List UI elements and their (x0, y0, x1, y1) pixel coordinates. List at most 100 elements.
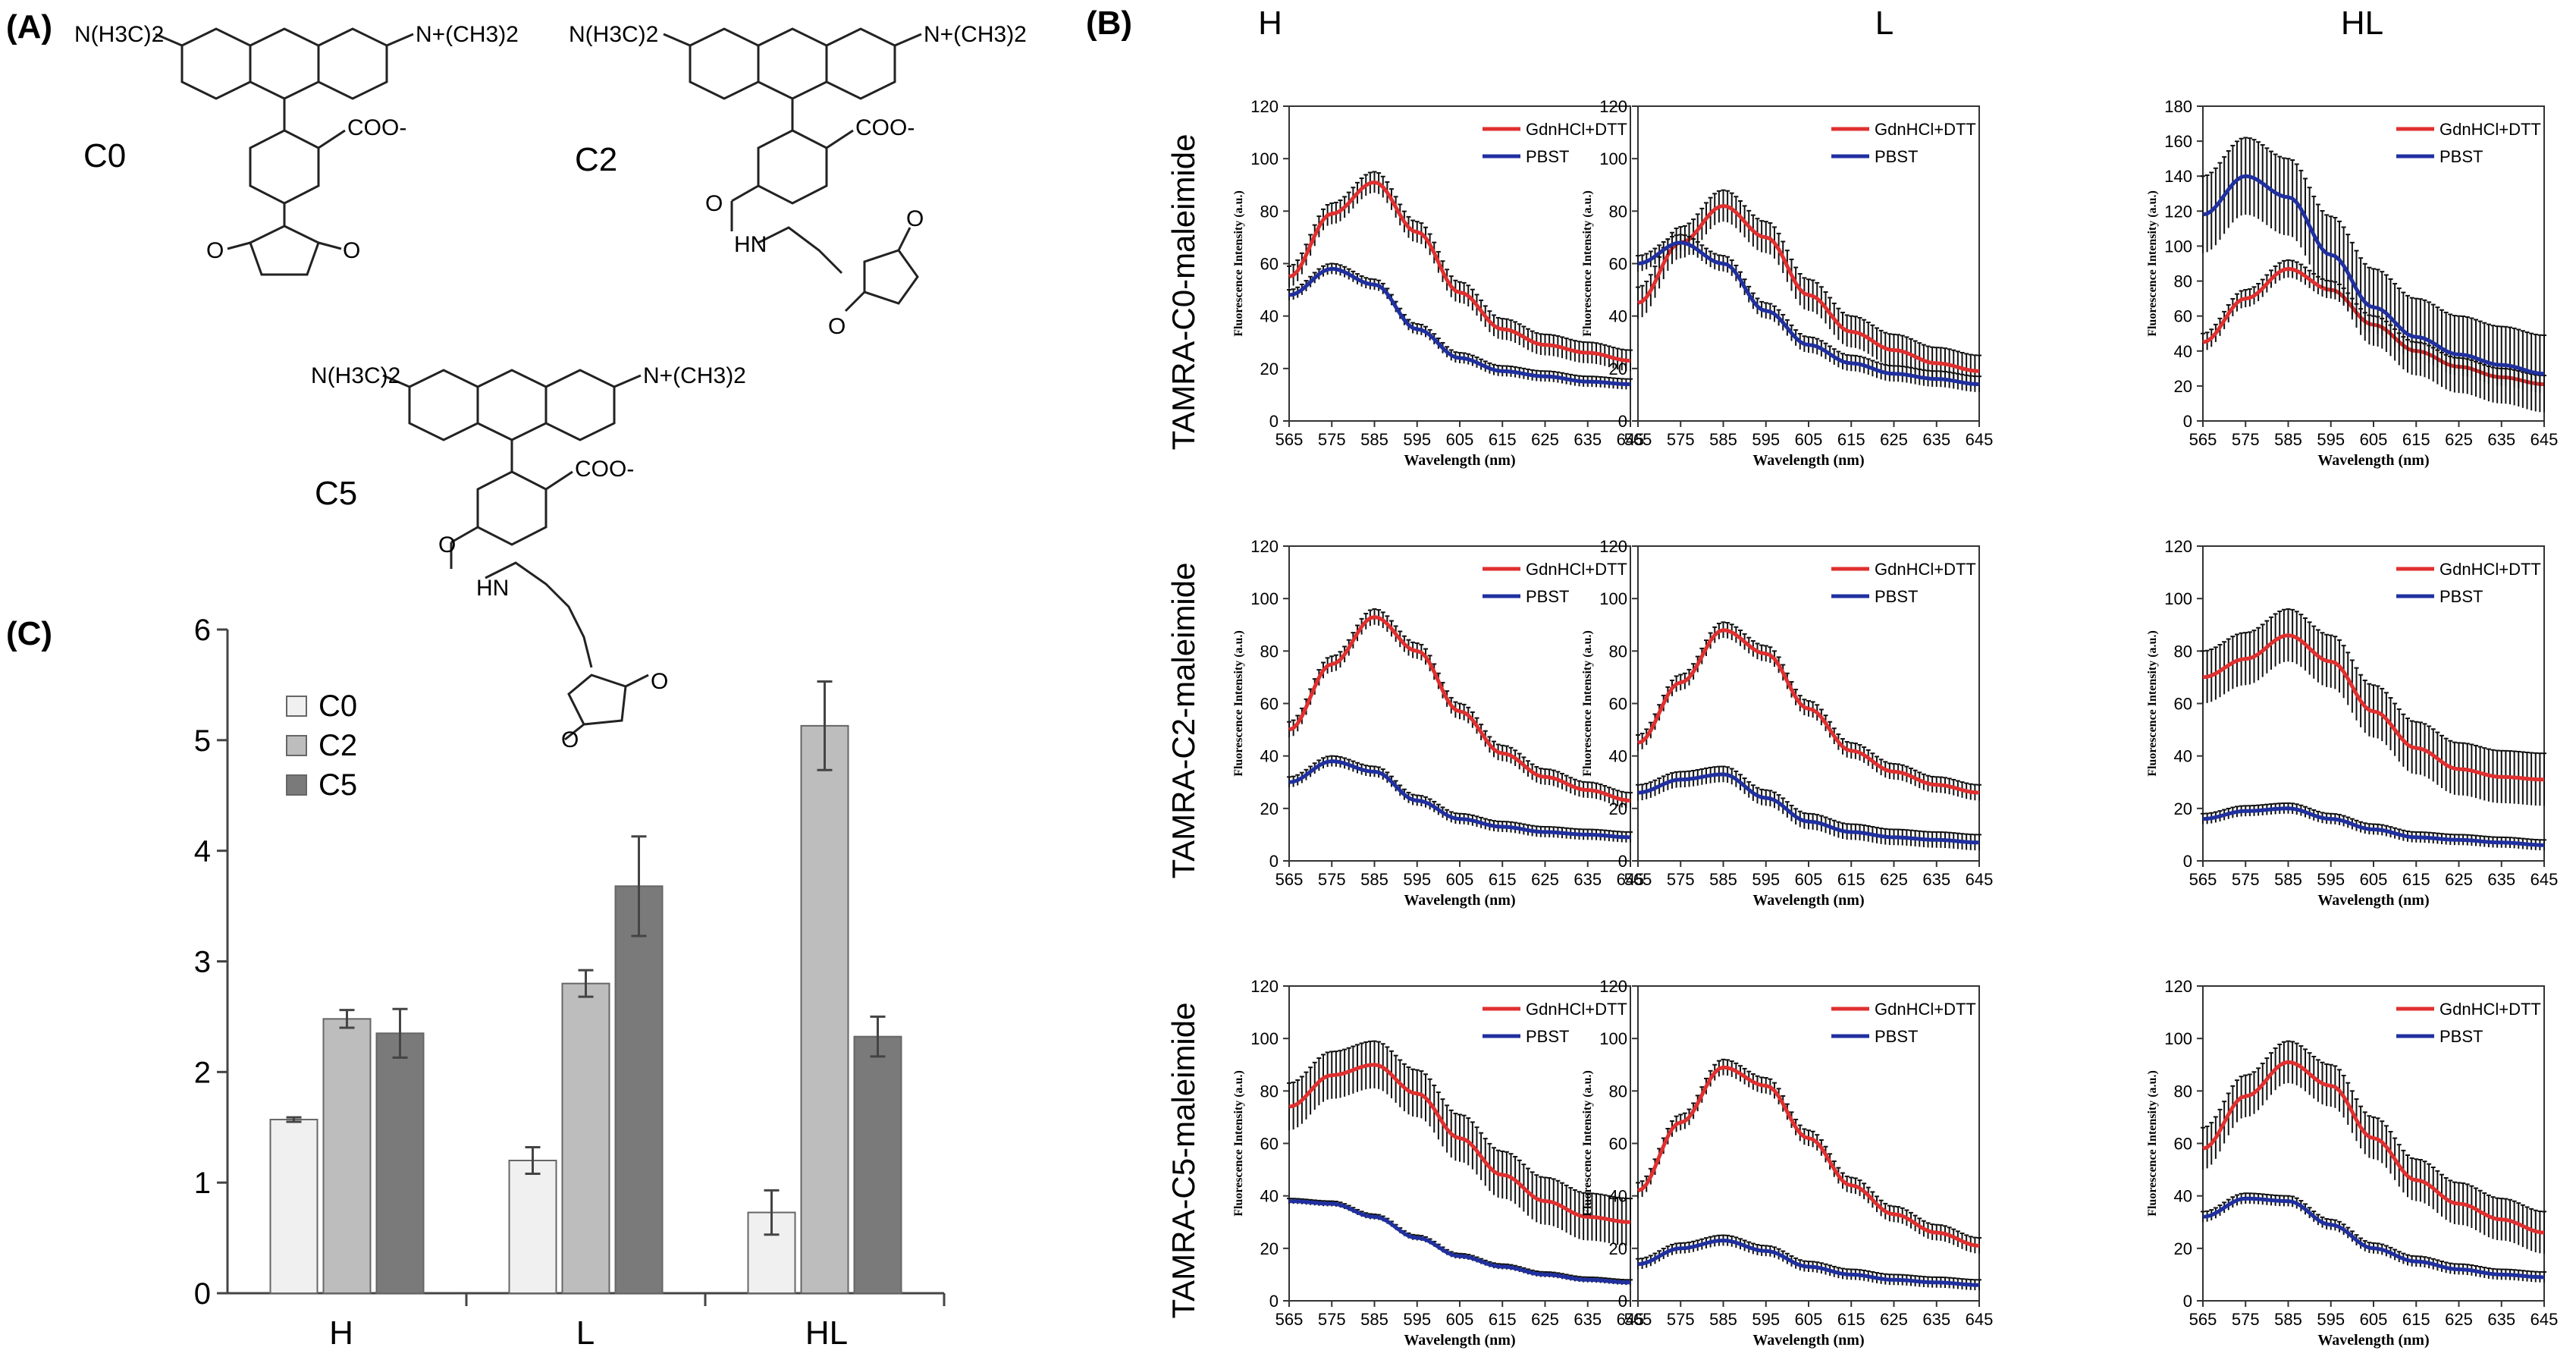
c0-xanthene-left-ring (180, 27, 252, 100)
x-tick-label-r1c0-4: 605 (1446, 870, 1474, 889)
x-tick-label-r1c1-2: 585 (1709, 870, 1737, 889)
x-axis-label-r1c2: Wavelength (nm) (2317, 892, 2429, 909)
errbars-r2c2-0 (2201, 1040, 2546, 1254)
c0-right-amine-bond (386, 33, 414, 47)
x-tick-label-r1c2-8: 645 (2531, 870, 2559, 889)
c0-left-amine-bond (155, 33, 183, 47)
spectrum-plot-r2c0: 0 20 40 60 80 100 120 565 575 585 595 605 615 625 635 6… (1232, 977, 1644, 1349)
legend-label-r0c1-1: PBST (1875, 147, 1918, 166)
y-tick-label-r1c2-1: 20 (2174, 799, 2192, 818)
x-tick-label-r2c0-2: 585 (1360, 1310, 1388, 1329)
c5-maleimide-o-bottom: O (561, 727, 579, 752)
x-axis-label-r0c1: Wavelength (nm) (1752, 452, 1864, 469)
c5-left-group: N(H3C)2 (311, 363, 400, 388)
bar-y-tick-label-4: 4 (194, 835, 211, 868)
c5-carbonyl-bottom (564, 723, 585, 741)
bar-cat-label-1: L (576, 1314, 595, 1352)
c2-right-group: N+(CH3)2 (924, 22, 1027, 47)
legend-label-r0c0-0: GdnHCl+DTT (1526, 120, 1627, 139)
x-tick-label-r2c1-6: 625 (1880, 1310, 1908, 1329)
y-tick-label-r0c2-2: 40 (2174, 342, 2192, 361)
col-header-2: HL (2341, 5, 2383, 42)
y-tick-label-r0c1-0: 0 (1618, 412, 1627, 431)
spectrum-plot-r2c1: 0 20 40 60 80 100 120 565 575 585 595 605 615 625 635 6… (1581, 977, 1993, 1349)
c2-acid: COO- (855, 115, 915, 140)
c2-amine: HN (734, 232, 767, 257)
legend-label-r2c0-1: PBST (1526, 1027, 1569, 1046)
c0-carbonyl-right (318, 241, 342, 250)
legend-label-r1c1-0: GdnHCl+DTT (1875, 560, 1976, 579)
y-tick-label-r2c0-3: 60 (1260, 1135, 1279, 1154)
errbars-r0c1-1 (1636, 234, 1981, 392)
legend-label-r2c2-0: GdnHCl+DTT (2440, 1000, 2541, 1019)
y-tick-label-r1c0-1: 20 (1260, 799, 1279, 818)
bar-cat-label-0: H (329, 1314, 353, 1352)
c5-name: C5 (315, 475, 357, 512)
c2-amide-bond (731, 184, 759, 203)
y-tick-label-r1c1-0: 0 (1618, 852, 1627, 871)
curve-r2c1-GdnHCl+DTT (1637, 1065, 1980, 1248)
y-tick-label-r1c1-4: 80 (1609, 642, 1627, 661)
y-tick-label-r2c1-6: 120 (1599, 977, 1627, 996)
c0-maleimide-ring (249, 225, 320, 276)
panel-a-label: (A) (6, 8, 52, 46)
c0-xanthene-middle-ring (249, 27, 320, 100)
legend-swatch-c0 (286, 696, 307, 717)
c0-name: C0 (83, 137, 126, 174)
bar-cat-label-2: HL (805, 1314, 848, 1352)
x-tick-label-r1c1-1: 575 (1667, 870, 1695, 889)
legend-label-c2: C2 (318, 729, 357, 762)
y-tick-label-r1c0-4: 80 (1260, 642, 1279, 661)
spectrum-plot-r0c1: 0 20 40 60 80 100 120 565 575 585 595 605 615 625 635 6… (1581, 97, 1993, 469)
y-tick-label-r2c2-1: 20 (2174, 1239, 2192, 1258)
c5-carbonyl-top (625, 674, 649, 688)
bar-chart: H L HL C0 C2 C5 0 1 2 3 4 5 6 (194, 614, 946, 1352)
y-tick-label-r0c2-5: 100 (2164, 237, 2192, 256)
y-tick-label-r2c0-2: 40 (1260, 1187, 1279, 1206)
panel-c-label: (C) (6, 615, 52, 652)
c5-amide-o: O (438, 532, 456, 557)
x-tick-label-r1c2-1: 575 (2232, 870, 2260, 889)
bar-y-tick-label-0: 0 (194, 1277, 211, 1311)
x-tick-label-r1c0-7: 635 (1574, 870, 1602, 889)
x-tick-label-r0c2-8: 645 (2531, 430, 2559, 449)
c5-right-amine-bond (613, 374, 642, 388)
c2-maleimide-ring (863, 249, 919, 305)
x-tick-label-r0c0-2: 585 (1360, 430, 1388, 449)
y-tick-label-r0c1-6: 120 (1599, 97, 1627, 116)
x-axis-label-r1c0: Wavelength (nm) (1404, 892, 1515, 909)
x-tick-label-r0c2-5: 615 (2402, 430, 2430, 449)
x-tick-label-r1c0-1: 575 (1318, 870, 1346, 889)
y-tick-label-r2c0-1: 20 (1260, 1239, 1279, 1258)
x-tick-label-r2c1-3: 595 (1752, 1310, 1780, 1329)
c2-maleimide-o-bottom: O (828, 314, 846, 339)
x-tick-label-r2c0-8: 645 (1617, 1310, 1645, 1329)
c5-maleimide-ring (567, 674, 627, 726)
c2-amide-o: O (705, 191, 723, 216)
x-axis-label-r2c1: Wavelength (nm) (1752, 1332, 1864, 1349)
x-tick-label-r2c2-5: 615 (2402, 1310, 2430, 1329)
x-tick-label-r0c2-4: 605 (2360, 430, 2388, 449)
y-axis-label-r2c2: Fluorescence Intensity (a.u.) (2146, 1070, 2159, 1217)
c2-phenyl-ring (757, 129, 828, 205)
x-tick-label-r2c1-7: 635 (1922, 1310, 1950, 1329)
x-tick-label-r1c1-3: 595 (1752, 870, 1780, 889)
curve-r2c0-PBST (1288, 1199, 1631, 1285)
bar-c0-h (269, 1119, 318, 1294)
curve-r1c0-PBST (1288, 759, 1631, 840)
legend-label-r0c1-0: GdnHCl+DTT (1875, 120, 1976, 139)
y-tick-label-r1c2-3: 60 (2174, 695, 2192, 714)
x-tick-label-r2c0-4: 605 (1446, 1310, 1474, 1329)
x-tick-label-r1c1-7: 635 (1922, 870, 1950, 889)
y-tick-label-r0c2-1: 20 (2174, 377, 2192, 396)
y-tick-label-r0c1-1: 20 (1609, 360, 1627, 378)
legend-label-r1c2-1: PBST (2440, 587, 2483, 606)
x-tick-label-r2c2-7: 635 (2487, 1310, 2515, 1329)
x-tick-label-r1c0-3: 595 (1403, 870, 1431, 889)
plot-frame-r0c0 (1288, 105, 1631, 422)
bar-c2-hl (800, 724, 849, 1294)
y-tick-label-r1c0-2: 40 (1260, 747, 1279, 766)
x-tick-label-r2c1-1: 575 (1667, 1310, 1695, 1329)
legend-label-r2c2-1: PBST (2440, 1027, 2483, 1046)
